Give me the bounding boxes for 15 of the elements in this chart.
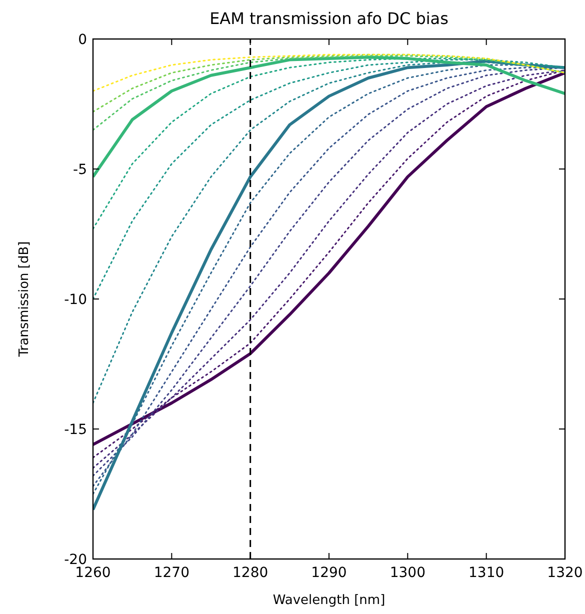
y-tick-label: -5 bbox=[73, 162, 87, 178]
x-tick-label: 1300 bbox=[390, 565, 426, 581]
x-tick-label: 1270 bbox=[154, 565, 190, 581]
x-tick-label: 1320 bbox=[547, 565, 583, 581]
y-tick-label: 0 bbox=[78, 32, 87, 48]
chart-title: EAM transmission afo DC bias bbox=[210, 9, 448, 28]
y-tick-label: -10 bbox=[64, 292, 87, 308]
x-tick-label: 1280 bbox=[232, 565, 268, 581]
x-tick-label: 1290 bbox=[311, 565, 347, 581]
y-tick-label: -15 bbox=[64, 422, 87, 438]
x-tick-label: 1260 bbox=[75, 565, 111, 581]
y-axis-title: Transmission [dB] bbox=[17, 241, 32, 358]
x-axis-title: Wavelength [nm] bbox=[272, 593, 386, 608]
y-tick-label: -20 bbox=[64, 552, 87, 568]
x-tick-label: 1310 bbox=[468, 565, 504, 581]
